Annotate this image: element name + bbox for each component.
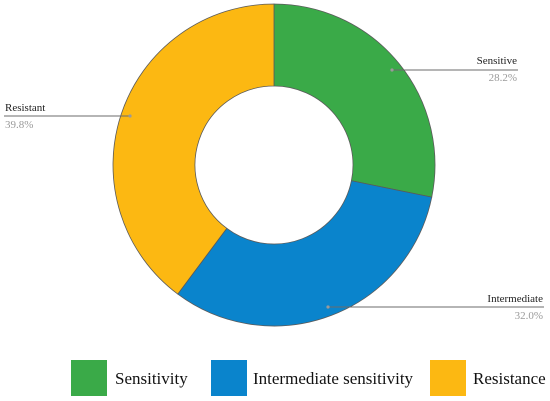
legend-item-resistance: Resistance	[430, 360, 546, 396]
callout-dot-sensitive	[390, 68, 394, 72]
slice-label-sensitive: Sensitive	[477, 55, 517, 67]
donut-slices	[112, 3, 436, 327]
slice-intermediate	[177, 180, 433, 327]
slice-value-intermediate: 32.0%	[515, 310, 543, 322]
slice-value-sensitive: 28.2%	[489, 72, 517, 84]
legend-item-intermediate-sensitivity: Intermediate sensitivity	[211, 360, 414, 396]
slice-resistant	[112, 3, 275, 295]
legend-label-sensitivity: Sensitivity	[115, 369, 188, 388]
legend-item-sensitivity: Sensitivity	[71, 360, 188, 396]
callout-intermediate: Intermediate 32.0%	[326, 293, 544, 322]
slice-label-resistant: Resistant	[5, 102, 45, 114]
callout-dot-intermediate	[326, 305, 330, 309]
slice-label-intermediate: Intermediate	[487, 293, 543, 305]
legend-swatch-sensitivity	[71, 360, 107, 396]
slice-value-resistant: 39.8%	[5, 119, 33, 131]
legend-label-resistance: Resistance	[473, 369, 546, 388]
legend-label-intermediate-sensitivity: Intermediate sensitivity	[253, 369, 414, 388]
callout-resistant: Resistant 39.8%	[4, 102, 132, 131]
legend-swatch-resistance	[430, 360, 466, 396]
callouts: Sensitive 28.2% Intermediate 32.0% Resis…	[4, 55, 544, 322]
legend: Sensitivity Intermediate sensitivity Res…	[71, 360, 546, 396]
legend-swatch-intermediate-sensitivity	[211, 360, 247, 396]
slice-sensitive	[273, 3, 436, 198]
callout-dot-resistant	[128, 114, 132, 118]
callout-sensitive: Sensitive 28.2%	[390, 55, 518, 84]
